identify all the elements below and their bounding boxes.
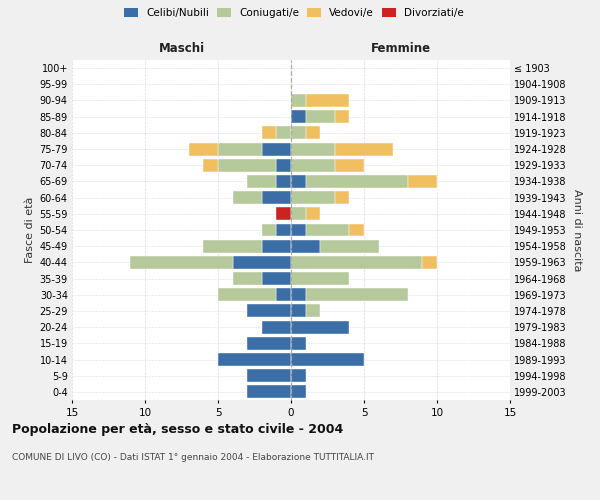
Bar: [305, 94, 349, 107]
Bar: [291, 256, 422, 269]
Bar: [305, 208, 320, 220]
Bar: [349, 224, 364, 236]
Bar: [262, 320, 291, 334]
Bar: [291, 110, 305, 123]
Bar: [277, 288, 291, 301]
Bar: [203, 240, 262, 252]
Bar: [189, 142, 218, 156]
Bar: [291, 208, 305, 220]
Y-axis label: Anni di nascita: Anni di nascita: [572, 188, 583, 271]
Bar: [291, 337, 305, 350]
Bar: [305, 224, 349, 236]
Bar: [218, 142, 262, 156]
Bar: [262, 240, 291, 252]
Bar: [203, 159, 218, 172]
Bar: [320, 240, 379, 252]
Bar: [305, 175, 408, 188]
Bar: [262, 272, 291, 285]
Bar: [291, 304, 305, 318]
Bar: [408, 175, 437, 188]
Bar: [291, 126, 305, 140]
Bar: [233, 256, 291, 269]
Bar: [262, 142, 291, 156]
Bar: [291, 175, 305, 188]
Y-axis label: Fasce di età: Fasce di età: [25, 197, 35, 263]
Bar: [305, 110, 335, 123]
Bar: [291, 94, 305, 107]
Bar: [291, 353, 364, 366]
Bar: [218, 353, 291, 366]
Bar: [247, 386, 291, 398]
Bar: [277, 159, 291, 172]
Bar: [335, 191, 349, 204]
Bar: [291, 142, 335, 156]
Text: COMUNE DI LIVO (CO) - Dati ISTAT 1° gennaio 2004 - Elaborazione TUTTITALIA.IT: COMUNE DI LIVO (CO) - Dati ISTAT 1° genn…: [12, 452, 374, 462]
Bar: [218, 159, 277, 172]
Bar: [305, 288, 408, 301]
Bar: [247, 175, 277, 188]
Bar: [262, 224, 277, 236]
Bar: [291, 320, 349, 334]
Bar: [233, 191, 262, 204]
Bar: [262, 126, 277, 140]
Bar: [305, 126, 320, 140]
Bar: [291, 224, 305, 236]
Bar: [291, 240, 320, 252]
Bar: [291, 272, 349, 285]
Bar: [277, 208, 291, 220]
Bar: [335, 142, 393, 156]
Bar: [277, 175, 291, 188]
Bar: [218, 288, 277, 301]
Bar: [247, 337, 291, 350]
Bar: [233, 272, 262, 285]
Bar: [291, 288, 305, 301]
Bar: [247, 304, 291, 318]
Bar: [291, 369, 305, 382]
Legend: Celibi/Nubili, Coniugati/e, Vedovi/e, Divorziati/e: Celibi/Nubili, Coniugati/e, Vedovi/e, Di…: [124, 8, 464, 18]
Text: Popolazione per età, sesso e stato civile - 2004: Popolazione per età, sesso e stato civil…: [12, 422, 343, 436]
Bar: [335, 110, 349, 123]
Text: Femmine: Femmine: [370, 42, 431, 55]
Bar: [277, 126, 291, 140]
Bar: [305, 304, 320, 318]
Bar: [262, 191, 291, 204]
Bar: [247, 369, 291, 382]
Bar: [291, 159, 335, 172]
Bar: [291, 191, 335, 204]
Bar: [130, 256, 233, 269]
Text: Maschi: Maschi: [158, 42, 205, 55]
Bar: [422, 256, 437, 269]
Bar: [291, 386, 305, 398]
Bar: [277, 224, 291, 236]
Bar: [335, 159, 364, 172]
